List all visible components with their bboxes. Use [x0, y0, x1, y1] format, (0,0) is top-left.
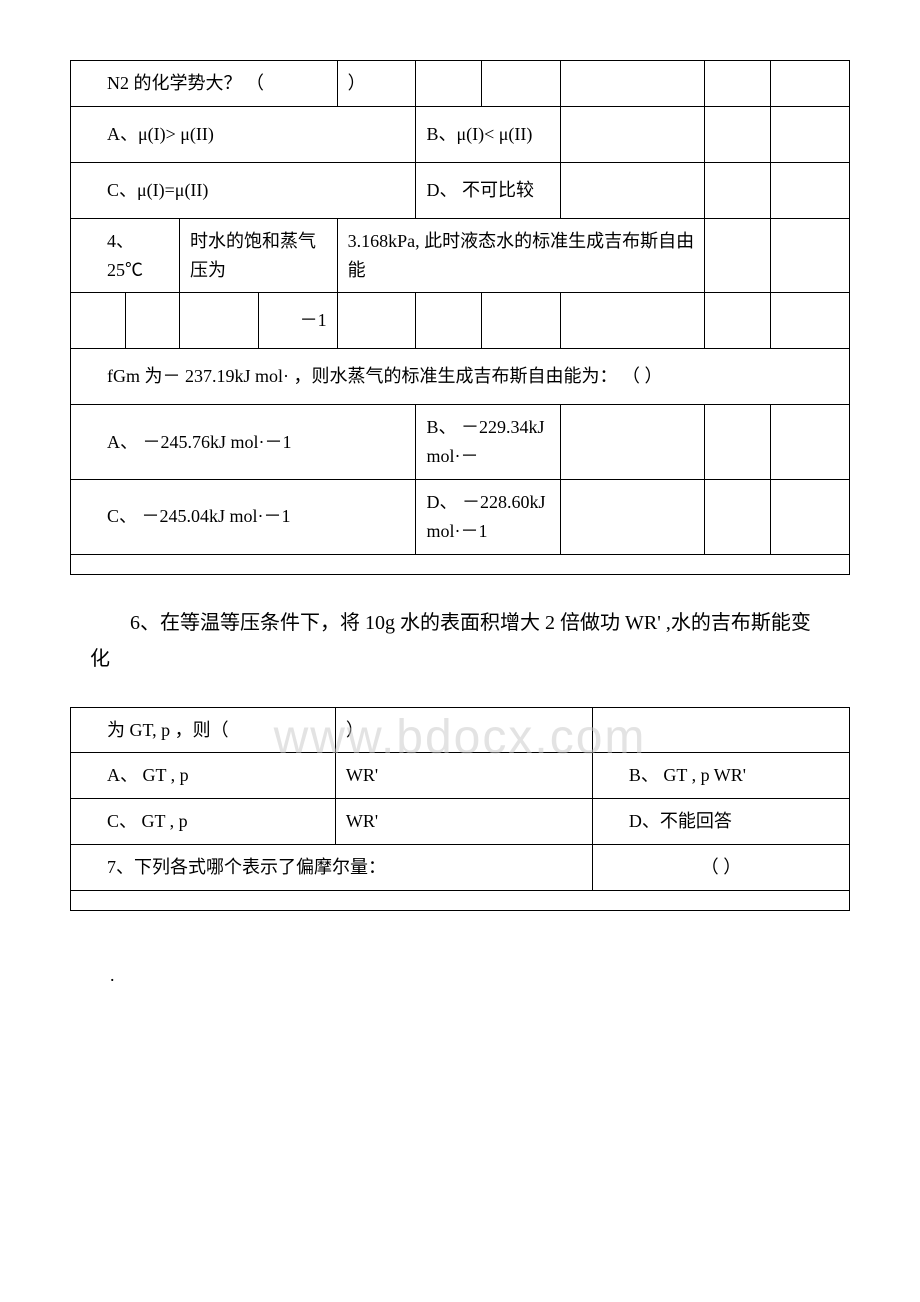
- cell-empty: [771, 106, 850, 162]
- cell-empty: [771, 405, 850, 480]
- table-row: C、 GT , p WR' D、不能回答: [71, 799, 850, 845]
- table-row: fGm 为－ 237.19kJ mol· ，则水蒸气的标准生成吉布斯自由能为： …: [71, 349, 850, 405]
- table-row: N2 的化学势大？ （ ）: [71, 61, 850, 107]
- q6-option-c: C、 GT , p: [71, 799, 336, 845]
- cell-empty: [771, 162, 850, 218]
- q4-value-text: 3.168kPa, 此时液态水的标准生成吉布斯自由能: [337, 218, 705, 293]
- q6-option-d: D、不能回答: [592, 799, 849, 845]
- q3-stem: N2 的化学势大？ （: [71, 61, 338, 107]
- q4-option-a: A、 －245.76kJ mol·－1: [71, 405, 416, 480]
- table-row: 为 GT, p ，则（ ）: [71, 707, 850, 753]
- cell-empty: [705, 479, 771, 554]
- cell-empty: [705, 106, 771, 162]
- cell-empty: [560, 405, 705, 480]
- q6-option-a-wr: WR': [335, 753, 592, 799]
- table-row: A、μ(I)> μ(II) B、μ(I)< μ(II): [71, 106, 850, 162]
- q4-option-b: B、 －229.34kJ mol·－: [416, 405, 560, 480]
- q3-option-d: D、 不可比较: [416, 162, 560, 218]
- q4-stem-fgm: fGm 为－ 237.19kJ mol· ，则水蒸气的标准生成吉布斯自由能为： …: [71, 349, 850, 405]
- q6-option-b: B、 GT , p WR': [592, 753, 849, 799]
- q3-option-a: A、μ(I)> μ(II): [71, 106, 416, 162]
- q4-number: 4、25℃: [71, 218, 180, 293]
- q4-minus-one: －1: [258, 293, 337, 349]
- cell-empty: [71, 293, 126, 349]
- cell-empty: [125, 293, 180, 349]
- q6-option-c-wr: WR': [335, 799, 592, 845]
- cell-empty: [771, 218, 850, 293]
- cell-empty: [416, 61, 482, 107]
- cell-empty: [416, 293, 482, 349]
- table-row: C、μ(I)=μ(II) D、 不可比较: [71, 162, 850, 218]
- q6-stem: 为 GT, p ，则（: [71, 707, 336, 753]
- cell-empty: [337, 293, 416, 349]
- cell-empty: [560, 162, 705, 218]
- cell-empty: [560, 106, 705, 162]
- q7-stem: 7、下列各式哪个表示了偏摩尔量：: [71, 844, 593, 890]
- q4-sat-vapor: 时水的饱和蒸气压为: [180, 218, 338, 293]
- cell-empty: [180, 293, 259, 349]
- table-row: A、 －245.76kJ mol·－1 B、 －229.34kJ mol·－: [71, 405, 850, 480]
- q7-paren: （ ）: [592, 844, 849, 890]
- cell-empty: [705, 162, 771, 218]
- table-question-6-7: 为 GT, p ，则（ ） A、 GT , p WR' B、 GT , p WR…: [70, 707, 850, 911]
- table-row: C、 －245.04kJ mol·－1 D、 －228.60kJ mol·－1: [71, 479, 850, 554]
- cell-empty: [482, 61, 561, 107]
- cell-empty: [71, 554, 850, 574]
- footer-dot: .: [110, 961, 850, 990]
- q6-option-a: A、 GT , p: [71, 753, 336, 799]
- cell-empty: [705, 218, 771, 293]
- table-question-3-4: N2 的化学势大？ （ ） A、μ(I)> μ(II) B、μ(I)< μ(II…: [70, 60, 850, 575]
- cell-empty: [771, 293, 850, 349]
- cell-empty: [560, 293, 705, 349]
- cell-empty: [560, 61, 705, 107]
- cell-empty: [771, 61, 850, 107]
- q4-option-d: D、 －228.60kJ mol·－1: [416, 479, 560, 554]
- table-row: [71, 890, 850, 910]
- table-row: [71, 554, 850, 574]
- cell-empty: [71, 890, 850, 910]
- q6-paren: ）: [335, 707, 592, 753]
- cell-empty: [482, 293, 561, 349]
- q3-option-b: B、μ(I)< μ(II): [416, 106, 560, 162]
- table-row: 4、25℃ 时水的饱和蒸气压为 3.168kPa, 此时液态水的标准生成吉布斯自…: [71, 218, 850, 293]
- cell-empty: [560, 479, 705, 554]
- cell-empty: [771, 479, 850, 554]
- cell-empty: [705, 405, 771, 480]
- table-row: A、 GT , p WR' B、 GT , p WR': [71, 753, 850, 799]
- table-row: －1: [71, 293, 850, 349]
- table-row: 7、下列各式哪个表示了偏摩尔量： （ ）: [71, 844, 850, 890]
- q4-option-c: C、 －245.04kJ mol·－1: [71, 479, 416, 554]
- q3-option-c: C、μ(I)=μ(II): [71, 162, 416, 218]
- q3-paren: ）: [337, 61, 416, 107]
- cell-empty: [592, 707, 849, 753]
- question-6-text: 6、在等温等压条件下，将 10g 水的表面积增大 2 倍做功 WR' ,水的吉布…: [70, 605, 850, 677]
- cell-empty: [705, 61, 771, 107]
- cell-empty: [705, 293, 771, 349]
